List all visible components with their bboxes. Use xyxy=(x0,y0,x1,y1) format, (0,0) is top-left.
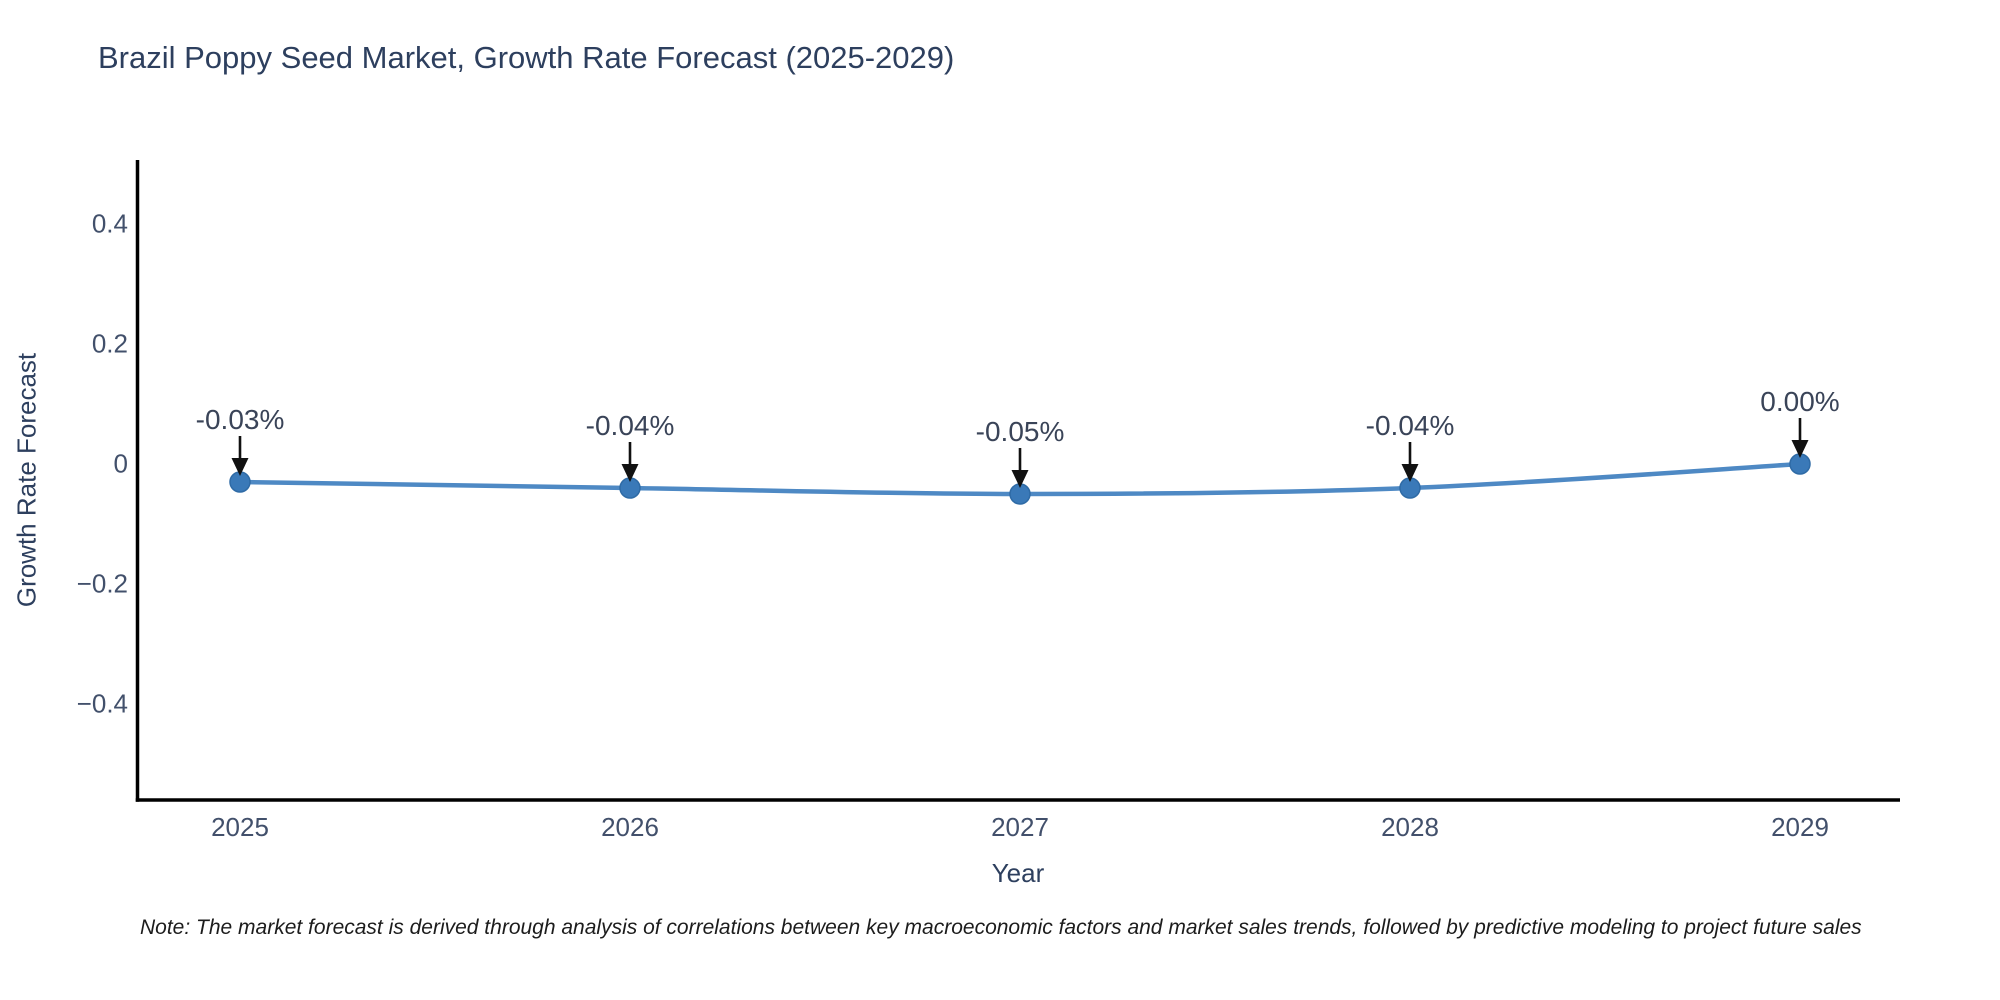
annotation-arrows-layer xyxy=(231,418,1809,488)
y-tick-label: 0.4 xyxy=(91,208,128,239)
axes-layer xyxy=(135,160,1900,802)
y-tick-label: −0.4 xyxy=(76,688,128,719)
point-annotation-label: -0.04% xyxy=(1365,410,1455,441)
annotation-arrowhead-icon xyxy=(621,464,639,482)
x-tick-label: 2027 xyxy=(991,812,1049,842)
line-series-layer xyxy=(229,453,1811,505)
point-annotation-label: 0.00% xyxy=(1760,386,1840,417)
y-tick-label: −0.2 xyxy=(76,568,128,599)
annotation-arrowhead-icon xyxy=(1401,464,1419,482)
point-annotation-label: -0.05% xyxy=(975,416,1065,447)
point-annotation-label: -0.03% xyxy=(195,404,285,435)
x-tick-label: 2028 xyxy=(1381,812,1439,842)
x-tick-label: 2026 xyxy=(601,812,659,842)
annotation-arrowhead-icon xyxy=(231,458,249,476)
annotation-arrowhead-icon xyxy=(1791,440,1809,458)
chart-title: Brazil Poppy Seed Market, Growth Rate Fo… xyxy=(98,40,955,75)
x-tick-label: 2029 xyxy=(1771,812,1829,842)
x-axis-title: Year xyxy=(991,858,1045,888)
y-tick-label: 0 xyxy=(113,448,128,479)
y-tick-label: 0.2 xyxy=(91,328,128,359)
x-tick-label: 2025 xyxy=(211,812,269,842)
point-annotation-label: -0.04% xyxy=(585,410,675,441)
annotation-arrowhead-icon xyxy=(1011,470,1029,488)
footnote: Note: The market forecast is derived thr… xyxy=(140,916,1862,939)
